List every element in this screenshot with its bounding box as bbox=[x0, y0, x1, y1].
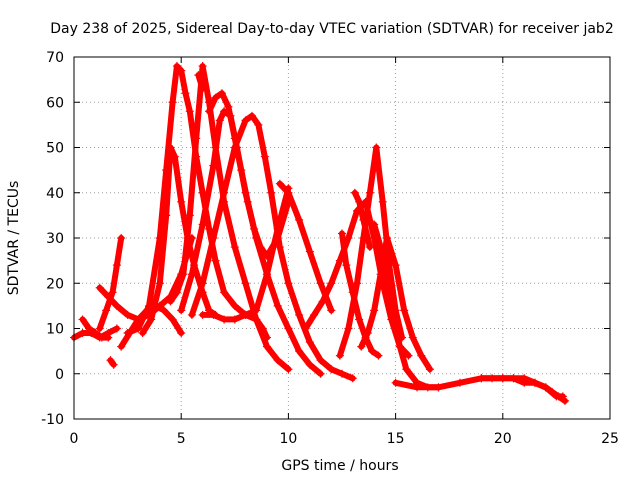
series-line-arc-14 bbox=[199, 185, 292, 323]
x-tick-label: 0 bbox=[70, 431, 79, 447]
x-tick-label: 20 bbox=[494, 431, 512, 447]
series-line-arc-3 bbox=[96, 235, 125, 332]
y-axis-label: SDTVAR / TECUs bbox=[6, 181, 22, 296]
series-line-arc-2 bbox=[79, 316, 112, 341]
series-line-arc-8 bbox=[139, 144, 219, 336]
x-tick-label: 5 bbox=[177, 431, 186, 447]
x-tick-label: 10 bbox=[279, 431, 297, 447]
series-line-arc-11 bbox=[188, 112, 356, 382]
series-line-arc-12 bbox=[206, 90, 292, 260]
y-tick-label: 0 bbox=[55, 367, 64, 383]
data-layer bbox=[70, 62, 569, 405]
y-tick-label: 60 bbox=[46, 95, 64, 111]
series-line-arc-17 bbox=[336, 144, 405, 359]
series-line-arc-23 bbox=[478, 375, 568, 404]
y-tick-label: 10 bbox=[46, 322, 64, 338]
y-tick-label: 30 bbox=[46, 231, 64, 247]
x-axis-label: GPS time / hours bbox=[281, 458, 398, 474]
series-line-arc-15 bbox=[276, 180, 335, 314]
chart-title: Day 238 of 2025, Sidereal Day-to-day VTE… bbox=[50, 21, 613, 37]
series-line-arc-4 bbox=[107, 357, 117, 368]
y-tick-label: 50 bbox=[46, 141, 64, 157]
series-line-arc-10 bbox=[178, 108, 324, 377]
series-line-arc-18 bbox=[339, 230, 382, 359]
series-line-arc-13 bbox=[195, 72, 206, 92]
series-line-arc-19 bbox=[351, 189, 373, 251]
y-tick-label: 20 bbox=[46, 276, 64, 292]
y-tick-label: -10 bbox=[41, 412, 64, 428]
x-tick-label: 15 bbox=[387, 431, 405, 447]
y-tick-label: 70 bbox=[46, 50, 64, 66]
x-tick-label: 25 bbox=[601, 431, 619, 447]
series-line-arc-20 bbox=[358, 235, 433, 373]
axis-layer: 0 5 10 15 20 25 -10 0 10 20 30 40 50 60 70 bbox=[41, 50, 619, 447]
y-tick-label: 40 bbox=[46, 186, 64, 202]
